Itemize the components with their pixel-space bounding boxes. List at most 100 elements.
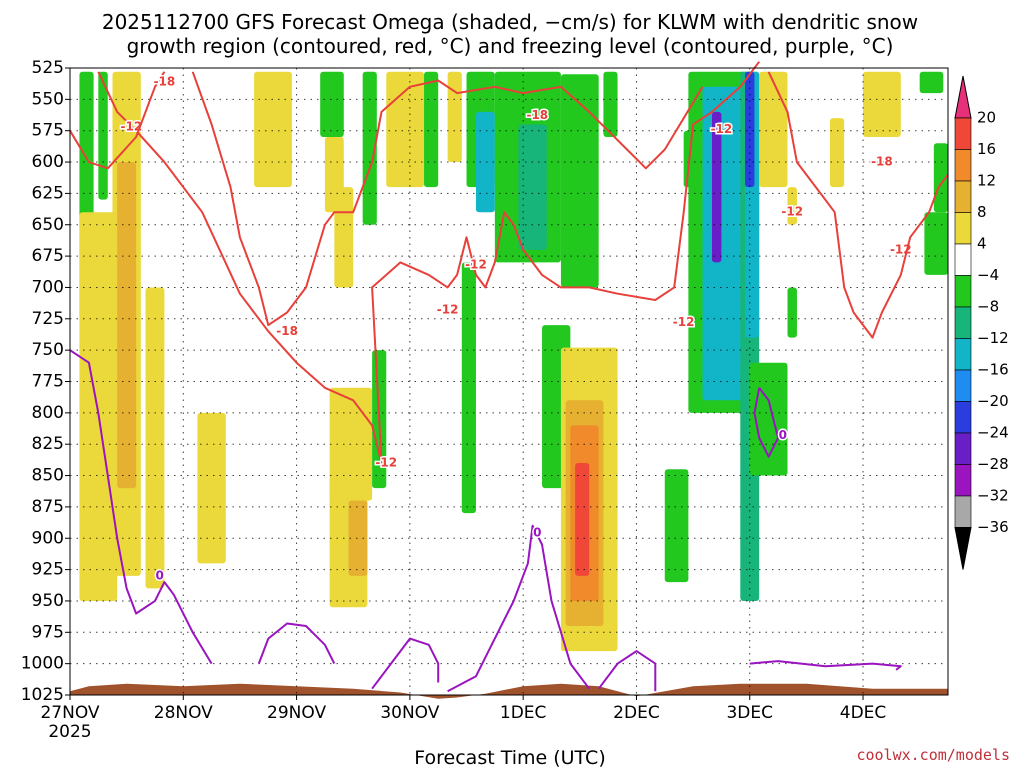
y-tick-label: 800 xyxy=(32,403,64,423)
y-tick-label: 825 xyxy=(32,434,64,454)
chart-title-line2: growth region (contoured, red, °C) and f… xyxy=(127,34,894,58)
omega-region xyxy=(829,118,845,188)
colorbar-label: 4 xyxy=(977,235,987,253)
omega-region xyxy=(362,71,377,225)
red-contour xyxy=(97,61,760,464)
y-tick-label: 775 xyxy=(32,372,64,392)
purple-contour xyxy=(447,524,591,693)
red-contour-label: -12 xyxy=(375,456,397,470)
colorbar-label: −4 xyxy=(977,266,999,284)
omega-region xyxy=(924,212,948,275)
colorbar-bottom-arrow xyxy=(954,527,972,570)
omega-region xyxy=(664,469,689,583)
omega-region xyxy=(759,71,788,188)
x-tick-label: 1DEC xyxy=(500,703,547,723)
x-tick-sublabel: 2025 xyxy=(48,722,91,742)
red-contour-label: -18 xyxy=(871,155,893,169)
omega-region xyxy=(475,111,495,213)
y-tick-label: 625 xyxy=(32,183,64,203)
y-tick-label: 875 xyxy=(32,497,64,517)
x-tick-label: 27NOV xyxy=(40,703,99,723)
red-contour-label: -12 xyxy=(465,257,487,271)
omega-region xyxy=(919,71,944,94)
red-contour-label: -18 xyxy=(276,324,298,338)
colorbar-segment xyxy=(954,464,972,497)
colorbar-top-arrow xyxy=(954,75,972,119)
colorbar-label: 20 xyxy=(977,109,996,127)
y-tick-label: 900 xyxy=(32,528,64,548)
omega-region xyxy=(386,71,425,188)
red-contour xyxy=(69,71,166,170)
chart-title-line1: 2025112700 GFS Forecast Omega (shaded, −… xyxy=(102,10,918,34)
red-contour xyxy=(191,71,704,327)
red-contour-label: -18 xyxy=(526,108,548,122)
colorbar-segment xyxy=(954,338,972,371)
colorbar-label: −12 xyxy=(977,329,1009,347)
purple-contour xyxy=(371,637,440,690)
omega-region xyxy=(79,212,118,601)
colorbar-segment xyxy=(954,275,972,308)
red-contour-label: -12 xyxy=(673,315,695,329)
colorbar-segment xyxy=(954,180,972,213)
y-tick-label: 675 xyxy=(32,246,64,266)
omega-region xyxy=(745,71,755,188)
colorbar-label: −16 xyxy=(977,361,1009,379)
dendritic-growth-contours: -12-12-12-12-12-12-12-12-18-18-18-18 xyxy=(69,61,949,471)
red-contour-label: -12 xyxy=(781,205,803,219)
y-tick-label: 975 xyxy=(32,622,64,642)
y-tick-label: 525 xyxy=(32,58,64,78)
y-tick-label: 700 xyxy=(32,277,64,297)
colorbar-label: 8 xyxy=(977,203,987,221)
purple-contour-label: 0 xyxy=(156,568,164,582)
colorbar-segment xyxy=(954,306,972,339)
y-tick-label: 850 xyxy=(32,466,64,486)
purple-contour xyxy=(749,660,902,671)
omega-region xyxy=(424,71,439,188)
y-tick-label: 1000 xyxy=(21,654,64,674)
colorbar-segment xyxy=(954,495,972,528)
freezing-level-contours: 0 0 0 xyxy=(69,349,902,693)
x-tick-label: 3DEC xyxy=(726,703,773,723)
omega-region xyxy=(145,287,165,589)
omega-region xyxy=(461,262,476,514)
omega-region xyxy=(933,143,948,213)
omega-region xyxy=(863,71,901,137)
y-tick-label: 1025 xyxy=(21,685,64,705)
terrain-area xyxy=(70,683,948,699)
colorbar-label: −20 xyxy=(977,392,1009,410)
purple-contour xyxy=(69,349,213,665)
red-contour-label: -12 xyxy=(711,122,733,136)
purple-contour xyxy=(597,650,657,692)
colorbar-label: −32 xyxy=(977,487,1009,505)
omega-region xyxy=(787,187,797,225)
omega-region xyxy=(334,187,354,288)
y-tick-label: 950 xyxy=(32,591,64,611)
omega-region xyxy=(603,71,618,137)
x-tick-label: 2DEC xyxy=(613,703,660,723)
omega-region xyxy=(575,463,590,576)
omega-shading xyxy=(79,71,948,652)
red-contour-label: -18 xyxy=(154,74,176,88)
gridlines xyxy=(70,68,948,695)
colorbar-label: −24 xyxy=(977,424,1009,442)
y-tick-label: 725 xyxy=(32,309,64,329)
y-tick-label: 750 xyxy=(32,340,64,360)
colorbar-label: −36 xyxy=(977,518,1009,536)
omega-region xyxy=(447,71,462,163)
colorbar: 20 16 12 8 4 −4 −8 −12 −16 −20 −24 −28 −32 −36 xyxy=(954,75,1009,570)
omega-region xyxy=(117,162,137,489)
colorbar-label: 12 xyxy=(977,172,996,190)
colorbar-segment xyxy=(954,117,972,150)
credit-text: coolwx.com/models xyxy=(856,746,1010,764)
y-tick-label: 575 xyxy=(32,121,64,141)
purple-contour-label: 0 xyxy=(533,526,541,540)
y-axis-ticks: 525 550 575 600 625 650 675 700 725 750 775 800 825 8… xyxy=(21,58,70,705)
x-tick-label: 4DEC xyxy=(840,703,887,723)
colorbar-segment xyxy=(954,369,972,402)
x-tick-label: 30NOV xyxy=(380,703,439,723)
colorbar-label: −28 xyxy=(977,455,1009,473)
colorbar-segment xyxy=(954,149,972,182)
omega-region xyxy=(348,500,368,576)
